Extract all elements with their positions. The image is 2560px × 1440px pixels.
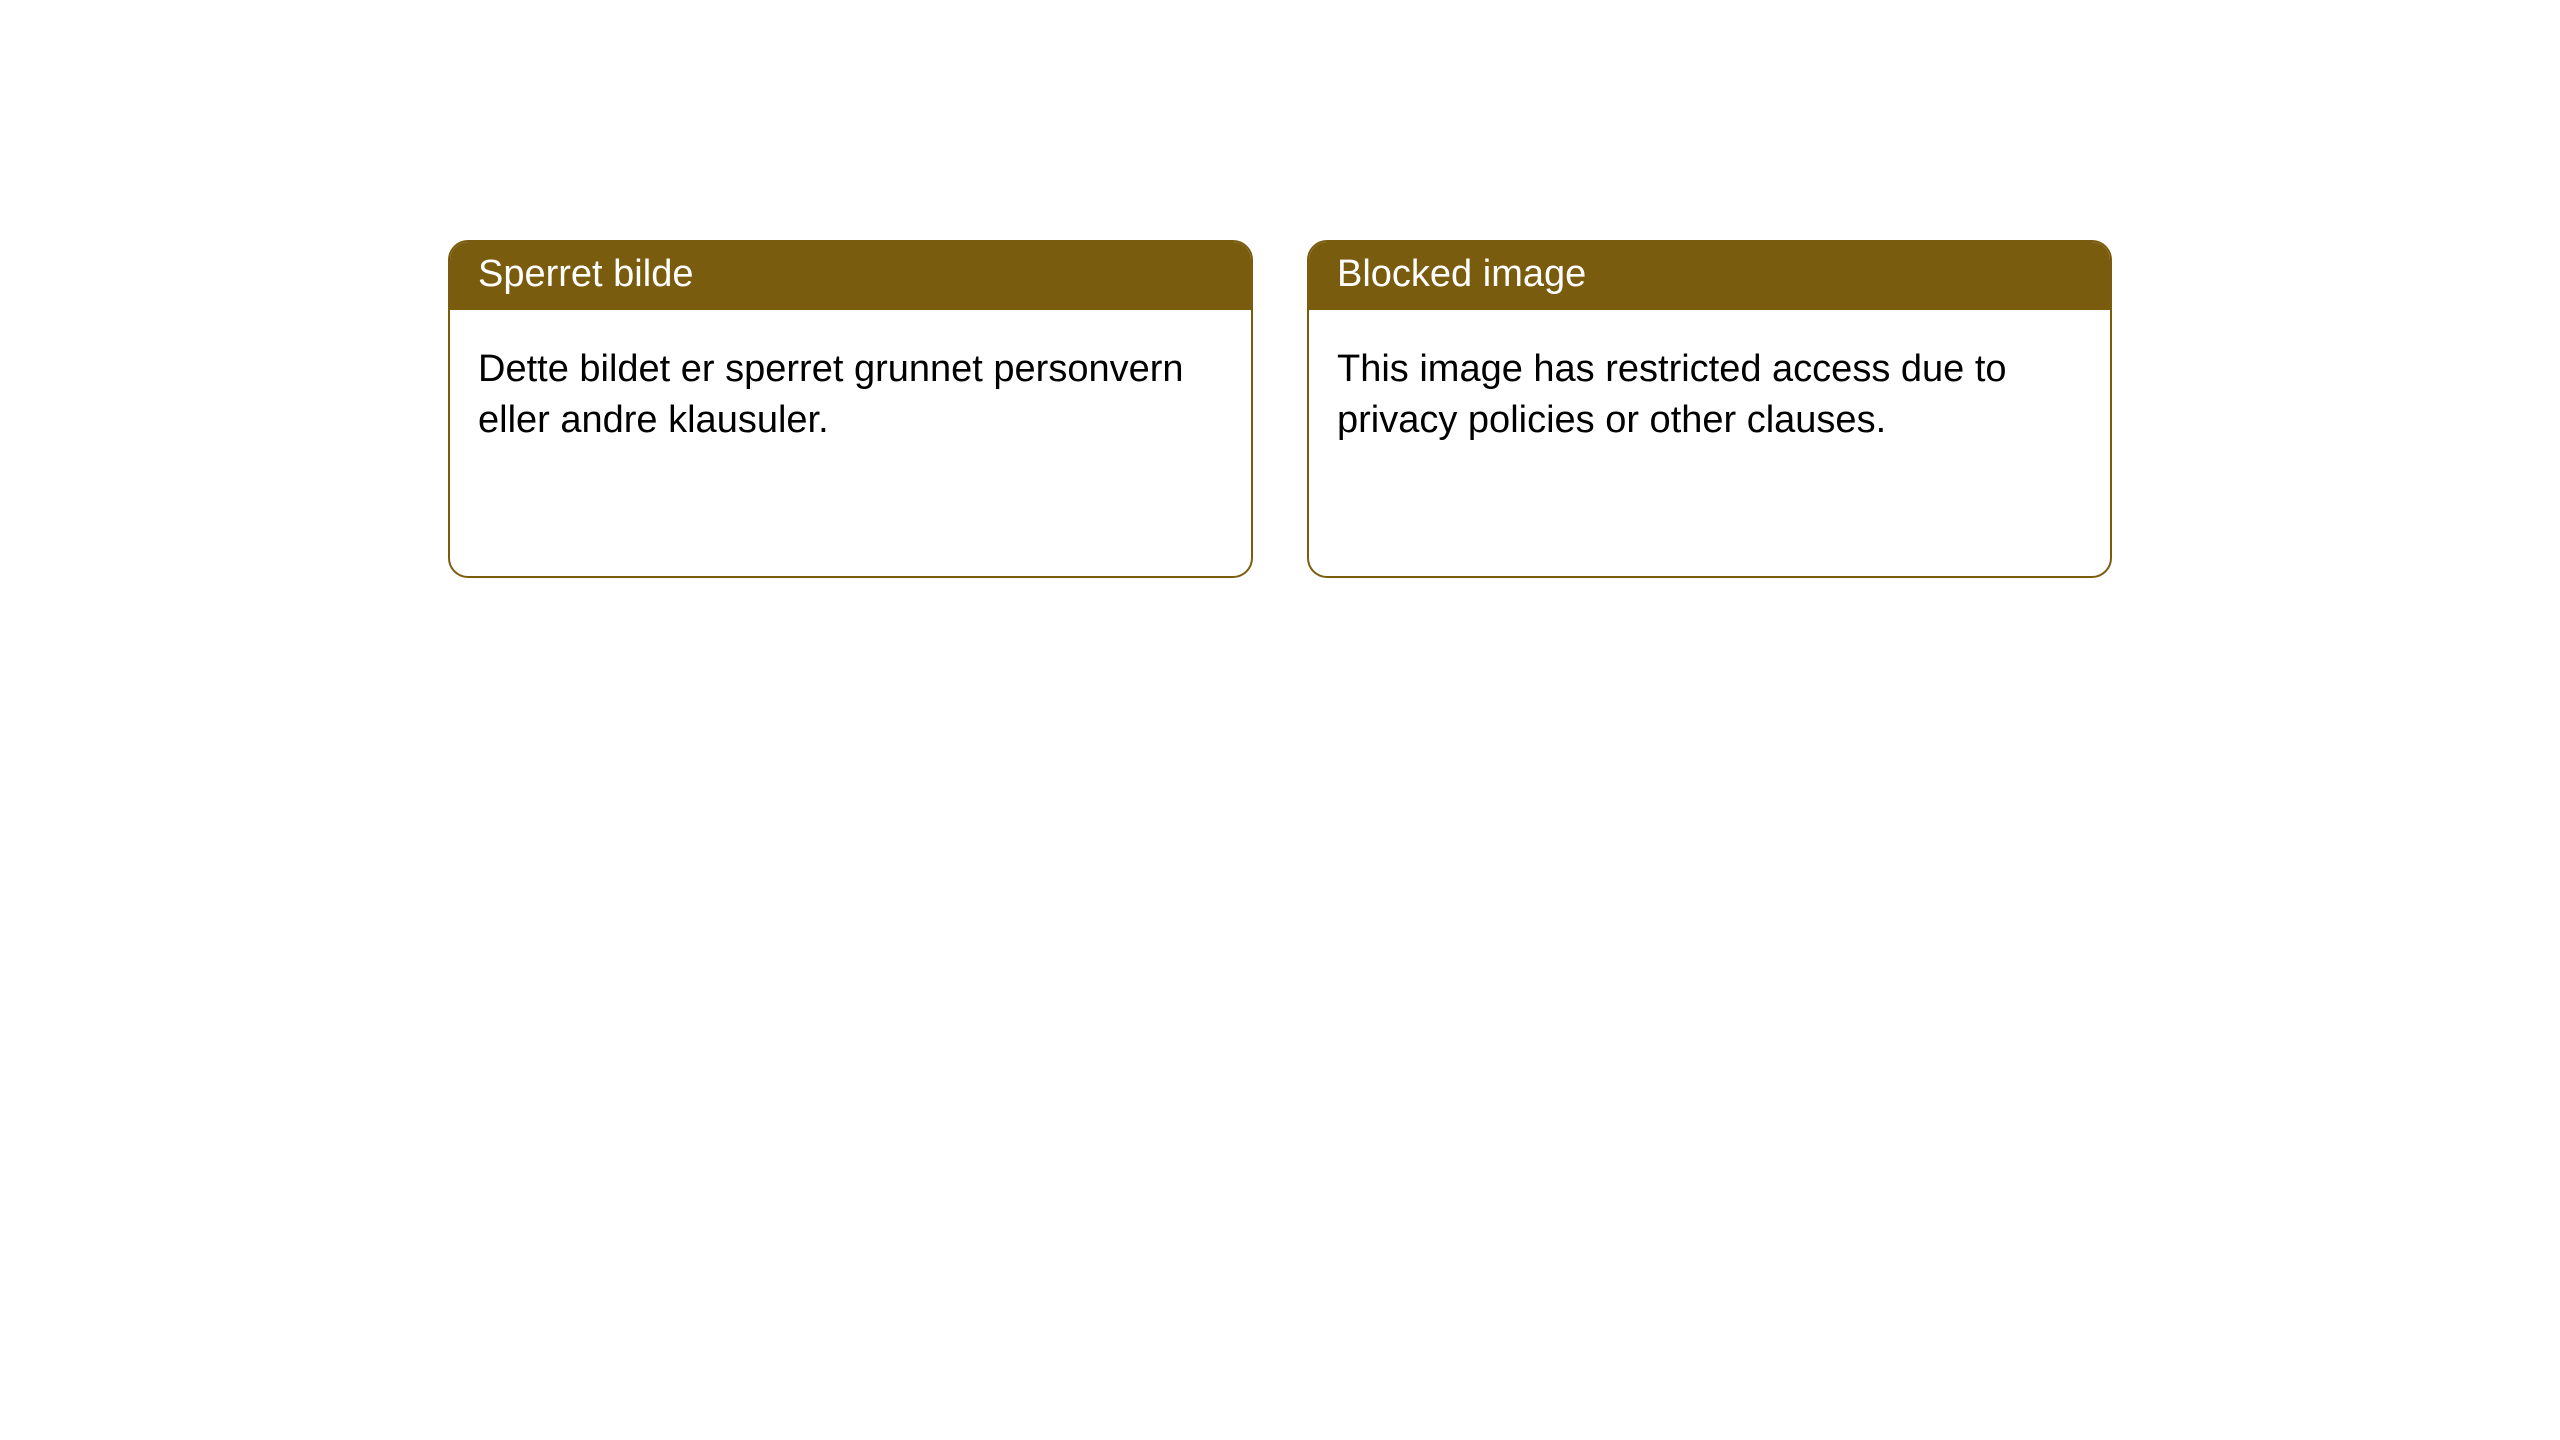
card-body-text: Dette bildet er sperret grunnet personve… <box>450 310 1251 481</box>
card-title: Sperret bilde <box>450 242 1251 310</box>
notice-card-english: Blocked image This image has restricted … <box>1307 240 2112 578</box>
notice-card-norwegian: Sperret bilde Dette bildet er sperret gr… <box>448 240 1253 578</box>
card-title: Blocked image <box>1309 242 2110 310</box>
card-body-text: This image has restricted access due to … <box>1309 310 2110 481</box>
notice-cards-container: Sperret bilde Dette bildet er sperret gr… <box>448 240 2112 578</box>
